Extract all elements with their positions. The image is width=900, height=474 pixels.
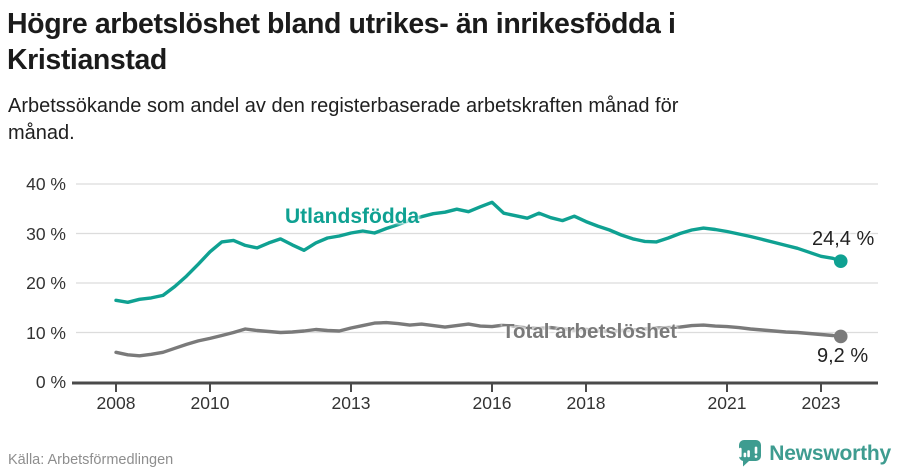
newsworthy-bubble-icon bbox=[739, 440, 762, 467]
y-tick-label-30: 30 % bbox=[26, 223, 66, 244]
chart-subtitle-line-2: månad. bbox=[8, 122, 75, 144]
y-tick-label-40: 40 % bbox=[26, 174, 66, 194]
x-tick-label-2018: 2018 bbox=[566, 393, 606, 413]
x-tick-label-2013: 2013 bbox=[331, 393, 371, 413]
source-note: Källa: Arbetsförmedlingen bbox=[8, 452, 174, 468]
chart-subtitle-line-1: Arbetssökande som andel av den registerb… bbox=[8, 95, 679, 117]
end-value-label-total: 9,2 % bbox=[817, 345, 869, 367]
x-tick-label-2016: 2016 bbox=[472, 393, 512, 413]
series-end-dot-total bbox=[833, 329, 848, 344]
chart-subtitle: Arbetssökande som andel av den registerb… bbox=[8, 93, 868, 147]
chart-title-line-2: Kristianstad bbox=[7, 44, 167, 76]
x-tick-label-2010: 2010 bbox=[190, 393, 230, 413]
x-tick-label-2023: 2023 bbox=[801, 393, 841, 413]
chart-title-line-1: Högre arbetslöshet bland utrikes- än inr… bbox=[7, 8, 676, 40]
series-end-dot-utlandsfodda bbox=[833, 254, 848, 269]
chart-title: Högre arbetslöshet bland utrikes- än inr… bbox=[7, 6, 887, 78]
series-label-total-arbetsloshet: Total arbetslöshet bbox=[502, 320, 678, 343]
newsworthy-logo: Newsworthy bbox=[738, 440, 891, 467]
y-tick-label-0: 0 % bbox=[35, 372, 66, 392]
y-tick-label-10: 10 % bbox=[26, 322, 66, 343]
series-label-utlandsfodda: Utlandsfödda bbox=[285, 205, 420, 228]
series-line-utlandsfodda bbox=[114, 200, 843, 304]
series-line-total bbox=[114, 320, 843, 358]
y-tick-label-20: 20 % bbox=[26, 273, 66, 293]
newsworthy-wordmark: Newsworthy bbox=[769, 441, 891, 465]
end-value-label-utlandsfodda: 24,4 % bbox=[812, 228, 875, 250]
x-tick-label-2008: 2008 bbox=[96, 393, 136, 413]
x-tick-label-2021: 2021 bbox=[707, 393, 747, 413]
